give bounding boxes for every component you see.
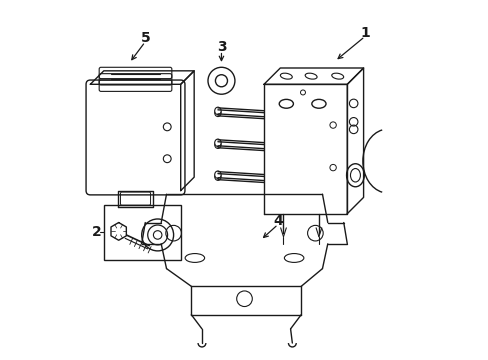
Text: 4: 4 [273, 214, 283, 228]
Ellipse shape [214, 139, 221, 147]
Bar [104, 205, 181, 260]
Ellipse shape [214, 171, 221, 179]
Ellipse shape [214, 173, 221, 180]
Text: 3: 3 [216, 40, 226, 54]
Text: 5: 5 [140, 31, 150, 45]
Ellipse shape [214, 107, 221, 114]
Ellipse shape [214, 109, 221, 117]
Text: 2: 2 [91, 225, 101, 239]
Text: 1: 1 [359, 26, 369, 40]
Ellipse shape [214, 141, 221, 148]
